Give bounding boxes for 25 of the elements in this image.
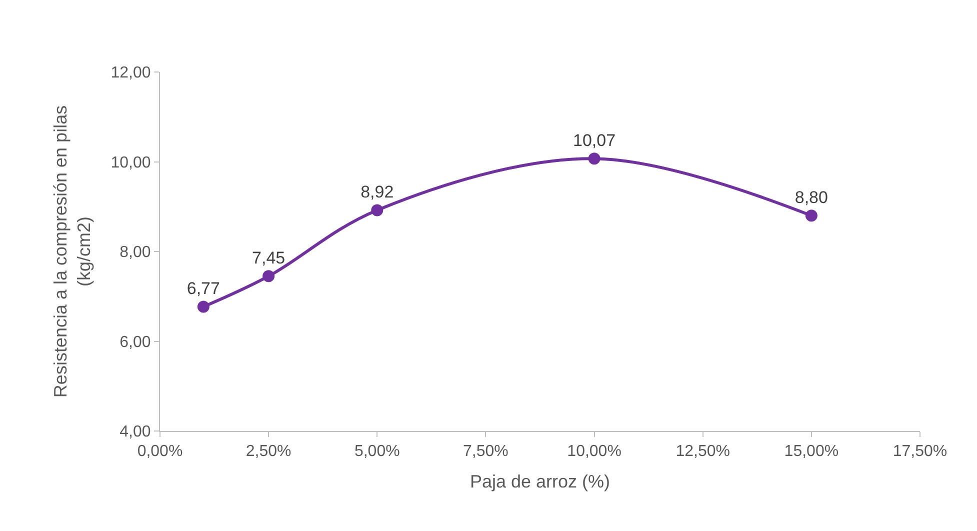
x-axis-title: Paja de arroz (%) xyxy=(470,471,610,492)
data-label: 8,92 xyxy=(360,182,394,202)
x-tick-label: 0,00% xyxy=(137,443,183,460)
data-label: 7,45 xyxy=(252,248,286,268)
y-tick-label: 12,00 xyxy=(110,64,151,82)
point xyxy=(588,152,600,165)
point xyxy=(197,300,210,313)
point xyxy=(262,270,275,282)
y-tick-label: 8,00 xyxy=(120,244,151,262)
data-label: 6,77 xyxy=(186,278,220,298)
x-tick-label: 5,00% xyxy=(354,443,400,460)
data-label: 8,80 xyxy=(794,188,828,207)
point xyxy=(805,210,818,222)
y-tick-label: 10,00 xyxy=(110,154,151,172)
y-axis-title: Resistencia a la compresión en pilas (kg/cm2) xyxy=(50,105,94,398)
data-label: 10,07 xyxy=(573,130,616,150)
x-tick-label: 12,50% xyxy=(676,443,730,460)
x-tick-label: 17,50% xyxy=(892,443,948,460)
point xyxy=(371,204,384,216)
x-tick-label: 15,00% xyxy=(784,443,839,460)
y-tick-label: 4,00 xyxy=(120,424,151,441)
x-tick-label: 2,50% xyxy=(246,443,292,460)
x-tick-label: 7,50% xyxy=(463,443,508,460)
x-tick-label: 10,00% xyxy=(567,443,622,460)
y-tick-label: 6,00 xyxy=(120,334,151,351)
